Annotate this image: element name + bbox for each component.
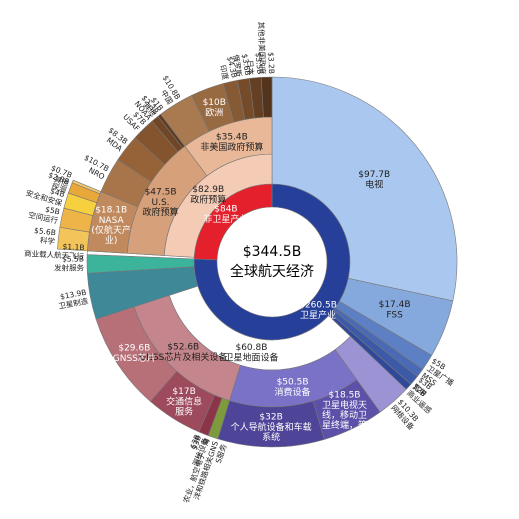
- segment-label: 政府预算: [190, 193, 226, 205]
- segment-label: GNSS芯片: [113, 351, 156, 363]
- segment-label: 印度: [218, 64, 231, 81]
- segment-label-line: FSS: [386, 310, 403, 320]
- center-disc: [217, 207, 327, 317]
- segment-value-label: $5B: [44, 205, 60, 217]
- segment-value-label: $17.4B: [379, 300, 411, 310]
- segment-label-line: 个人导航设备和车载: [231, 420, 312, 432]
- segment-label-line: 探测: [50, 180, 68, 195]
- segment-label: FSS: [386, 310, 403, 320]
- segment-value-label: $3.2B: [266, 52, 276, 74]
- segment-label-line: 线，移动卫: [322, 409, 367, 421]
- segment-label-line: 非美国政府预算: [200, 141, 263, 153]
- outside-label: $3.5B日本: [245, 52, 265, 76]
- segment-label-line: 电视: [365, 178, 383, 190]
- segment-value-label: $60.8B: [235, 343, 267, 353]
- outside-label: $13.9B卫星制造: [56, 288, 89, 311]
- segment-label-line: U.S.: [152, 198, 170, 208]
- segment-value-label: $82.9B: [192, 185, 224, 195]
- segment-label: 卫星地面设备: [224, 351, 278, 363]
- segment-label: 其他非美国政府: [256, 22, 268, 75]
- outside-label: $10.7BNRO: [78, 153, 110, 181]
- segment-label-line: 印度: [218, 64, 231, 81]
- segment-label-line: 卫星地面设备: [224, 351, 278, 363]
- segment-label: 商业载人航天飞行: [24, 248, 85, 261]
- segment-value-label: $18.5B: [329, 391, 361, 401]
- segment-value-label: $3.5B: [254, 52, 265, 75]
- center-value: $344.5B: [243, 244, 302, 260]
- segment-value-label: $3B: [190, 434, 203, 451]
- outside-label: $1.1B商业载人航天飞行: [24, 240, 85, 261]
- segment-label-line: 科学: [39, 235, 56, 247]
- segment-label-line: 消费设备: [275, 385, 311, 397]
- segment-label-line: 发射服务: [54, 262, 85, 272]
- segment-label: 卫星产业: [300, 308, 336, 320]
- segment-value-label: $97.7B: [358, 170, 390, 180]
- segment-label: 电视: [365, 178, 383, 190]
- segment-label-line: 服务: [175, 405, 193, 417]
- outside-label: $5.5B发射服务: [54, 254, 85, 272]
- outside-label: $5.6B科学: [33, 226, 57, 246]
- segment-label-line: (仅航天产: [91, 224, 131, 236]
- outside-label: $3.2B其他非美国政府: [256, 21, 276, 75]
- segment-value-label: $35.4B: [216, 133, 248, 143]
- segment-label: 个人导航设备和车载系统: [231, 420, 312, 442]
- segment-label-line: NASA: [99, 216, 125, 226]
- segment-value-label: $4B: [49, 186, 66, 199]
- segment-value-label: $5.6B: [34, 226, 57, 237]
- segment-label-line: 卫星产业: [300, 308, 336, 320]
- segment-value-label: $52.6B: [167, 343, 199, 353]
- segment-label: 发射服务: [54, 262, 85, 272]
- segment-label: 非卫星产业: [203, 213, 248, 225]
- segment-label-line: 其他非美国政府: [256, 22, 268, 75]
- segment-label: 科学: [39, 235, 56, 247]
- segment-label: 日本: [245, 60, 256, 76]
- segment-value-label: $50.5B: [277, 377, 309, 387]
- segment-label-line: 卫星电视天: [322, 399, 367, 411]
- segment-value-label: $5.5B: [62, 254, 84, 263]
- segment-value-label: $1.1B: [62, 242, 84, 252]
- segment-label-line: 商业载人航天飞行: [24, 248, 85, 261]
- segment-label: 俄罗斯: [231, 54, 244, 78]
- segment-label: 卫星电视天线，移动卫星终端，等: [322, 399, 367, 431]
- segment-label-line: 俄罗斯: [231, 54, 244, 78]
- segment-value-label: $17B: [172, 387, 195, 397]
- segment-label: 非美国政府预算: [200, 141, 263, 153]
- segment-value-label: $47.5B: [145, 188, 177, 198]
- sunburst-segment: [260, 76, 273, 118]
- segment-label: 交通信息服务: [166, 395, 202, 417]
- segment-label-line: 政府预算: [190, 193, 226, 205]
- outside-label: $3.6B俄罗斯: [231, 53, 252, 79]
- segment-label-line: 业): [105, 235, 118, 246]
- segment-label-line: 欧洲: [205, 106, 223, 118]
- center-label: 全球航天经济: [230, 263, 314, 280]
- segment-value-label: $10B: [203, 98, 226, 108]
- segment-label-line: 系统: [262, 430, 280, 442]
- segment-label-line: 交通信息: [166, 395, 202, 407]
- segment-label: U.S.政府预算: [143, 198, 179, 218]
- segment-label-line: 星终端，等: [322, 419, 367, 431]
- segment-label: 欧洲: [205, 106, 223, 118]
- segment-value-label: $29.6B: [118, 343, 150, 353]
- segment-label: GNSS芯片及相关设备: [139, 351, 227, 363]
- segment-value-label: $3.6B: [240, 53, 252, 76]
- segment-label-line: 日本: [245, 60, 256, 76]
- segment-label-line: 非卫星产业: [203, 213, 248, 225]
- segment-label: 消费设备: [275, 385, 311, 397]
- segment-label-line: GNSS芯片及相关设备: [139, 351, 227, 363]
- outside-label: $4.3B印度: [216, 55, 239, 81]
- segment-label-line: 政府预算: [143, 206, 179, 218]
- segment-value-label: $18.1B: [95, 206, 127, 216]
- segment-value-label: $84B: [214, 205, 237, 215]
- segment-label: 探测: [50, 180, 68, 195]
- segment-value-label: $32B: [259, 412, 282, 422]
- segment-label: NASA (仅航天产业): [91, 216, 131, 246]
- segment-label-line: GNSS芯片: [113, 351, 156, 363]
- sunburst-segment: [271, 76, 458, 302]
- segment-value-label: $260.5B: [299, 300, 337, 310]
